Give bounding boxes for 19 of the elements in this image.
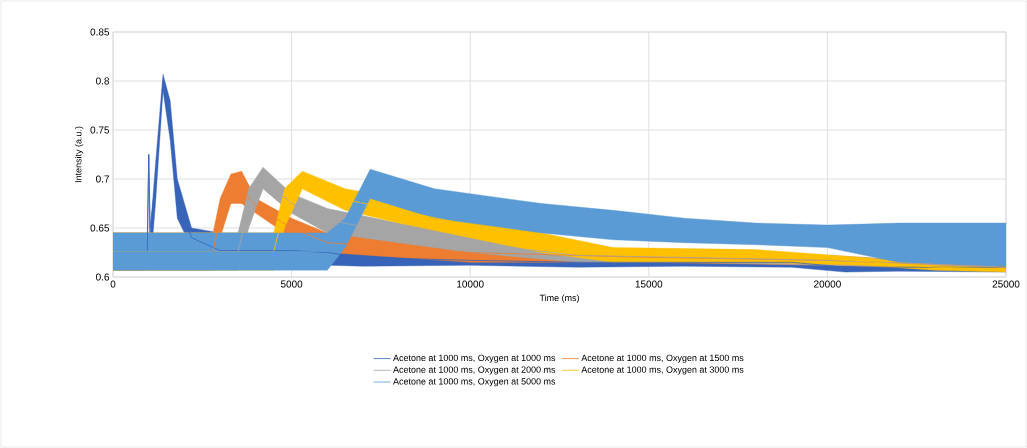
legend-label: Acetone at 1000 ms, Oxygen at 1500 ms: [581, 354, 744, 363]
x-axis-title: Time (ms): [539, 294, 579, 303]
y-tick-label: 0.6: [96, 273, 110, 281]
y-axis-title: Intensity (a.u.): [74, 126, 84, 183]
x-tick-label: 5000: [280, 280, 303, 288]
x-tick-label: 25000: [992, 280, 1020, 288]
y-tick-label: 0.8: [96, 77, 110, 85]
y-tick-label: 0.85: [90, 28, 110, 36]
y-tick-label: 0.7: [96, 175, 109, 183]
legend-label: Acetone at 1000 ms, Oxygen at 5000 ms: [393, 378, 556, 387]
legend-label: Acetone at 1000 ms, Oxygen at 1000 ms: [393, 354, 556, 363]
x-tick-label: 20000: [814, 280, 841, 288]
legend-label: Acetone at 1000 ms, Oxygen at 2000 ms: [393, 366, 556, 375]
y-tick-label: 0.75: [90, 126, 110, 134]
legend-label: Acetone at 1000 ms, Oxygen at 3000 ms: [581, 366, 744, 375]
x-tick-label: 15000: [635, 280, 663, 288]
y-tick-label: 0.65: [90, 224, 110, 232]
x-tick-label: 10000: [457, 280, 484, 288]
x-tick-label: 0: [110, 280, 116, 288]
